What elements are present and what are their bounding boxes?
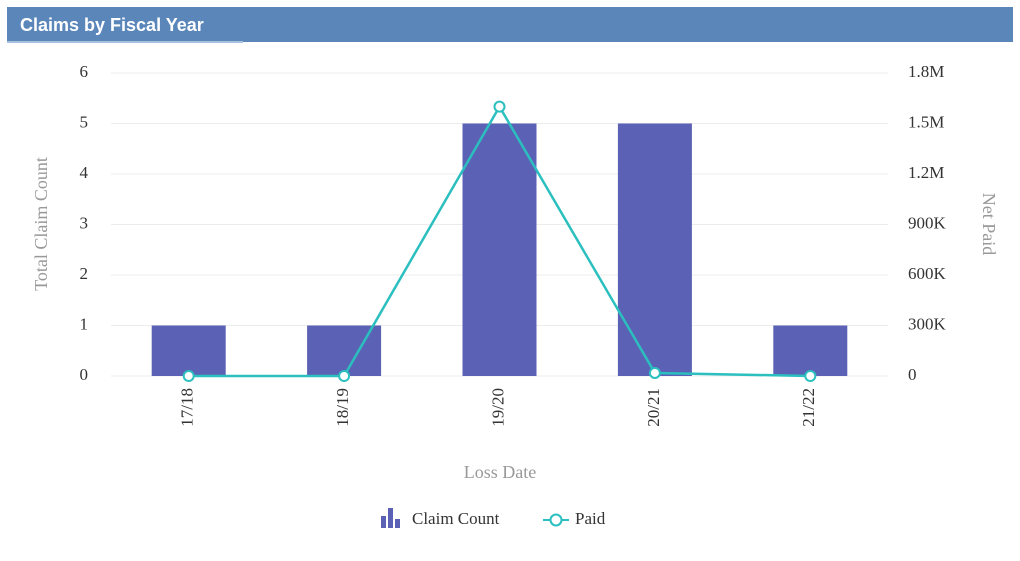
- x-tick-label: 19/20: [488, 388, 507, 427]
- x-tick-label: 17/18: [178, 388, 197, 427]
- y2-tick-label: 1.2M: [908, 163, 944, 182]
- y2-tick-label: 600K: [908, 264, 947, 283]
- y-tick-label: 0: [80, 365, 89, 384]
- line-marker: [182, 370, 195, 382]
- y2-tick-label: 0: [908, 365, 917, 384]
- line-marker: [493, 100, 506, 113]
- y2-axis-title: Net Paid: [979, 193, 999, 256]
- legend-icon: [388, 508, 393, 528]
- y2-tick-label: 1.5M: [908, 112, 944, 131]
- header-bar: [7, 7, 1013, 42]
- bar: [462, 123, 537, 376]
- bar: [773, 325, 848, 376]
- y-tick-label: 6: [80, 62, 89, 81]
- y-tick-label: 2: [80, 264, 89, 283]
- legend-icon: [381, 516, 386, 528]
- y2-tick-label: 300K: [908, 314, 947, 333]
- x-tick-label: 20/21: [644, 388, 663, 427]
- x-tick-label: 21/22: [799, 388, 818, 427]
- legend-icon: [549, 513, 563, 527]
- bar: [151, 325, 226, 376]
- y-tick-label: 4: [80, 163, 89, 182]
- y-tick-label: 3: [80, 213, 89, 232]
- bar: [617, 123, 692, 376]
- x-axis-title: Loss Date: [464, 462, 536, 482]
- line-marker: [804, 370, 817, 382]
- line-marker: [338, 370, 351, 382]
- y2-tick-label: 1.8M: [908, 62, 944, 81]
- chart-title: Claims by Fiscal Year: [20, 15, 204, 35]
- legend-icon: [395, 519, 400, 528]
- legend-label: Paid: [575, 509, 606, 528]
- legend-label: Claim Count: [412, 509, 500, 528]
- line-marker: [648, 366, 661, 379]
- y-tick-label: 1: [80, 314, 89, 333]
- y2-tick-label: 900K: [908, 213, 947, 232]
- y-tick-label: 5: [80, 112, 89, 131]
- y-axis-title: Total Claim Count: [31, 157, 51, 291]
- x-tick-label: 18/19: [333, 388, 352, 427]
